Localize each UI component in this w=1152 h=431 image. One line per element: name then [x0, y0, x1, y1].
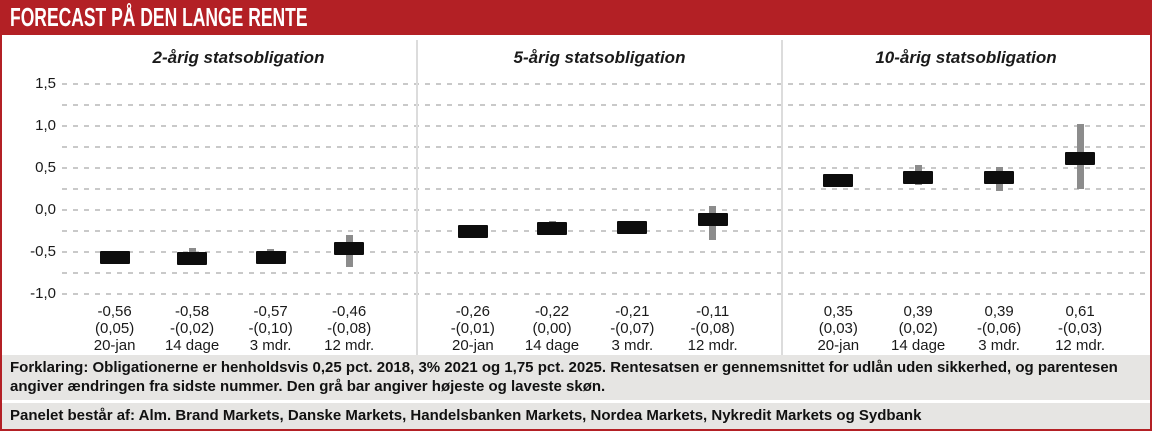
bar-label: -0,56 (0,05) 20-jan	[65, 303, 165, 354]
bar-label: 0,39 -(0,06) 3 mdr.	[949, 303, 1049, 354]
bar-label-period: 12 mdr.	[1055, 337, 1106, 354]
bar-label-change: -(0,08)	[690, 320, 735, 337]
bar-label: 0,39 (0,02) 14 dage	[868, 303, 968, 354]
forecast-bar	[823, 174, 854, 188]
bar-label-change: -(0,10)	[248, 320, 293, 337]
forecast-bar	[255, 251, 286, 265]
forecast-bar	[903, 170, 934, 184]
bar-label: 0,61 -(0,03) 12 mdr.	[1030, 303, 1130, 354]
bar-label-value: -0,46	[332, 303, 367, 320]
bar-label: -0,58 -(0,02) 14 dage	[142, 303, 242, 354]
y-axis-label: 0,5	[35, 159, 56, 176]
bar-label-change: (0,02)	[898, 320, 938, 337]
forecast-bar	[1065, 152, 1096, 166]
y-axis-label: -1,0	[30, 285, 56, 302]
footer-panel-line: Panelet består af: Alm. Brand Markets, D…	[2, 403, 1150, 429]
gridline	[62, 251, 1150, 253]
bar-label-period: 14 dage	[891, 337, 946, 354]
footer-explanation: Forklaring: Obligationerne er henholdsvi…	[2, 355, 1150, 400]
bar-label-period: 14 dage	[164, 337, 220, 354]
bar-label: -0,11 -(0,08) 12 mdr.	[663, 303, 763, 354]
bar-label-value: 0,61	[1065, 303, 1095, 320]
bar-label-period: 3 mdr.	[611, 337, 654, 354]
forecast-bar	[334, 242, 365, 256]
bar-label: -0,21 -(0,07) 3 mdr.	[582, 303, 682, 354]
bar-label: 0,35 (0,03) 20-jan	[788, 303, 888, 354]
bar-label-value: -0,26	[455, 303, 490, 320]
bar-label-change: -(0,03)	[1057, 320, 1103, 337]
gridline	[62, 272, 1150, 274]
forecast-bar	[177, 252, 208, 266]
bar-label-change: -(0,02)	[169, 320, 215, 337]
bar-label-period: 3 mdr.	[978, 337, 1020, 354]
bar-label-value: 0,39	[984, 303, 1014, 320]
bar-label-value: -0,57	[253, 303, 288, 320]
bar-label-change: -(0,01)	[450, 320, 495, 337]
bar-label-value: -0,56	[97, 303, 132, 320]
forecast-bar	[697, 212, 728, 226]
bar-label-period: 14 dage	[524, 337, 580, 354]
bar-label-period: 3 mdr.	[249, 337, 292, 354]
bar-label: -0,22 (0,00) 14 dage	[502, 303, 602, 354]
gridline	[62, 146, 1150, 148]
page-title: FORECAST PÅ DEN LANGE RENTE	[10, 3, 308, 33]
bar-label-period: 20-jan	[451, 337, 494, 354]
header-bar: FORECAST PÅ DEN LANGE RENTE	[2, 2, 1150, 35]
bar-label-period: 20-jan	[817, 337, 860, 354]
y-axis-label: 1,5	[35, 75, 56, 92]
forecast-bar	[537, 221, 568, 235]
chart-area: 1,5 1,0 0,5 0,0 -0,5 -1,0 2-årig statsobligati…	[2, 2, 1150, 364]
bar-label-period: 12 mdr.	[324, 337, 375, 354]
panel-title: 5-årig statsobligation	[513, 48, 686, 67]
gridline	[62, 83, 1150, 85]
bar-label-change: (0,03)	[818, 320, 858, 337]
bar-label-change: -(0,08)	[327, 320, 372, 337]
panel-divider	[781, 40, 783, 360]
y-axis-label: -0,5	[30, 243, 56, 260]
bar-label: -0,46 -(0,08) 12 mdr.	[299, 303, 399, 354]
y-axis-label: 1,0	[35, 117, 56, 134]
bar-label-value: -0,11	[696, 303, 730, 320]
panel-title: 2-årig statsobligation	[152, 48, 325, 67]
forecast-bar	[457, 225, 488, 239]
bar-label: -0,57 -(0,10) 3 mdr.	[221, 303, 321, 354]
bar-label-period: 20-jan	[93, 337, 136, 354]
bar-label-value: 0,39	[903, 303, 933, 320]
forecast-bar	[617, 221, 648, 235]
bar-label-value: -0,21	[615, 303, 650, 320]
bar-label-value: -0,22	[534, 303, 570, 320]
bar-label-change: -(0,06)	[977, 320, 1022, 337]
forecast-bar	[984, 170, 1015, 184]
bar-label-change: (0,05)	[95, 320, 135, 337]
bar-label-value: 0,35	[823, 303, 853, 320]
gridline	[62, 293, 1150, 295]
panel-divider	[416, 40, 418, 360]
bar-label-change: (0,00)	[532, 320, 572, 337]
bar-label-value: -0,58	[174, 303, 210, 320]
gridline	[62, 209, 1150, 211]
panel-title: 10-årig statsobligation	[875, 48, 1057, 67]
forecast-bar	[99, 250, 130, 264]
bar-label: -0,26 -(0,01) 20-jan	[423, 303, 523, 354]
y-axis-label: 0,0	[35, 201, 56, 218]
gridline	[62, 125, 1150, 127]
bar-label-change: -(0,07)	[610, 320, 655, 337]
bar-label-period: 12 mdr.	[687, 337, 738, 354]
gridline	[62, 230, 1150, 232]
footer: Forklaring: Obligationerne er henholdsvi…	[2, 355, 1150, 429]
gridline	[62, 167, 1150, 169]
gridline	[62, 104, 1150, 106]
gridline	[62, 188, 1150, 190]
